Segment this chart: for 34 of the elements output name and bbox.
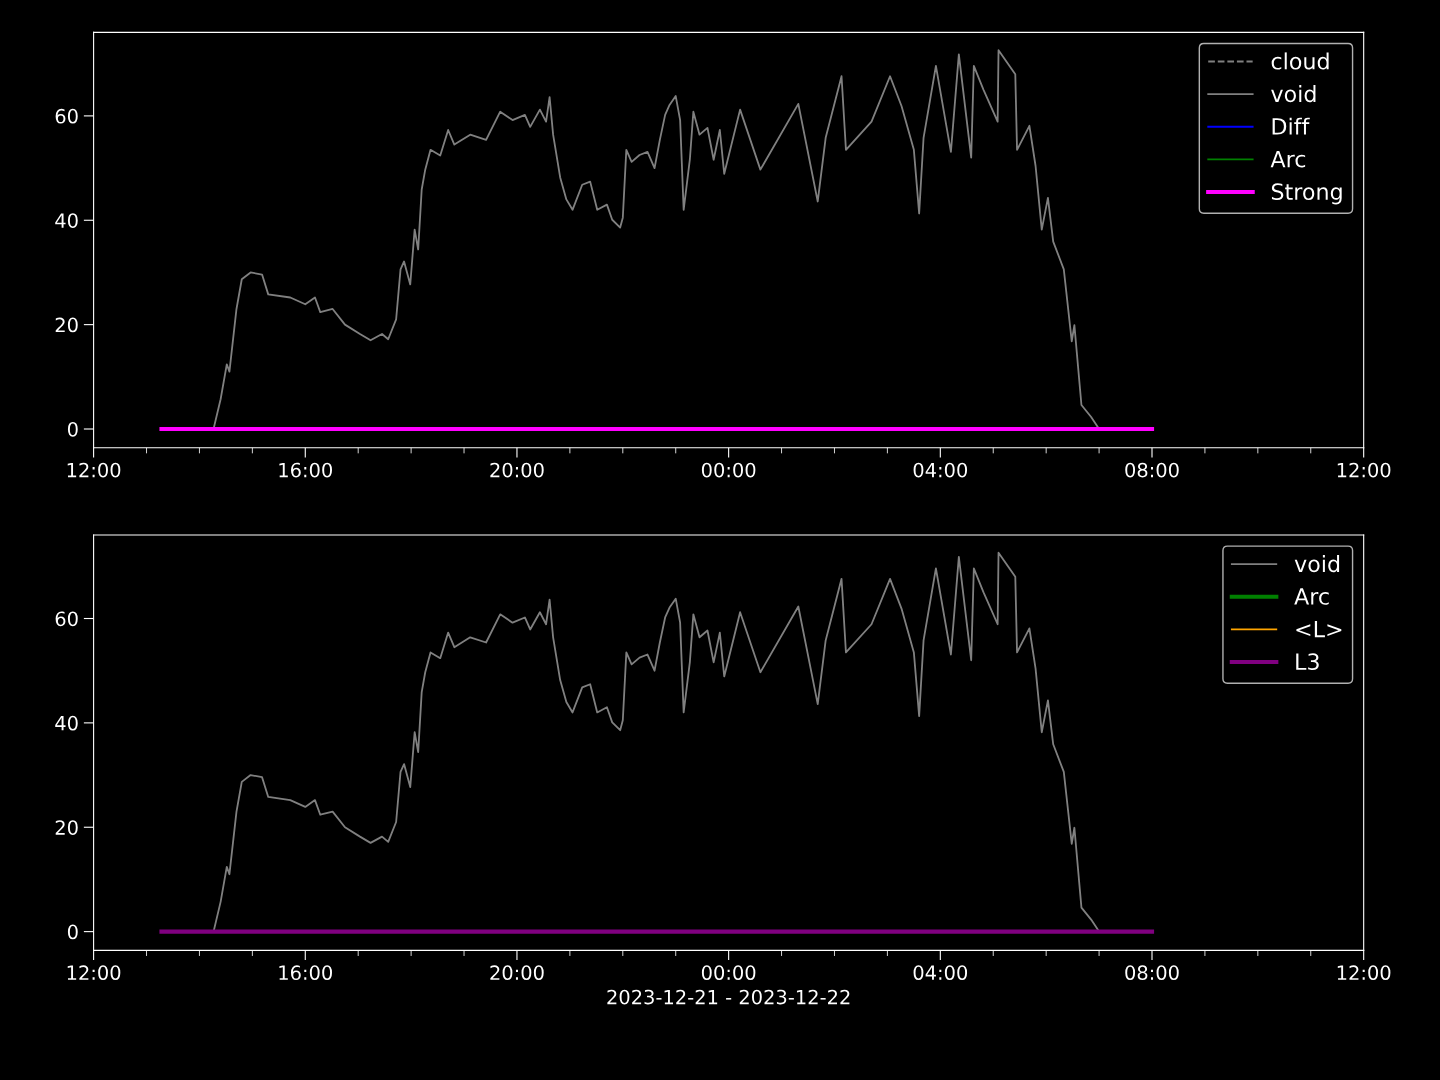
x-tick-label: 20:00 bbox=[490, 462, 544, 478]
x-tick-label: 12:00 bbox=[67, 462, 121, 478]
x-tick-label: 16:00 bbox=[279, 462, 333, 478]
y-tick-label: 60 bbox=[55, 611, 78, 627]
legend-label: Diff bbox=[1272, 117, 1310, 135]
x-tick-label: 20:00 bbox=[490, 965, 544, 981]
legend-label: cloud bbox=[1271, 52, 1329, 70]
x-tick-label: 08:00 bbox=[1125, 965, 1179, 981]
x-tick-label: 12:00 bbox=[1337, 462, 1391, 478]
legend-label: <L> bbox=[1296, 620, 1342, 638]
legend-label: Arc bbox=[1294, 588, 1329, 605]
legend-label: Arc bbox=[1270, 150, 1306, 168]
y-tick-label: 40 bbox=[55, 213, 78, 228]
y-tick-label: 20 bbox=[55, 317, 78, 333]
line-series bbox=[212, 551, 1100, 933]
x-tick-label: 08:00 bbox=[1125, 462, 1179, 478]
y-tick-label: 60 bbox=[55, 108, 78, 124]
x-tick-label: 04:00 bbox=[913, 462, 968, 478]
x-tick-label: 00:00 bbox=[701, 462, 756, 478]
legend-label: void bbox=[1271, 85, 1316, 103]
y-tick-label: 40 bbox=[55, 715, 78, 731]
x-tick-label: 00:00 bbox=[701, 965, 756, 981]
y-tick-label: 20 bbox=[55, 820, 78, 835]
x-tick-label: 16:00 bbox=[279, 965, 333, 981]
legend-label: void bbox=[1294, 555, 1340, 573]
legend-label: L3 bbox=[1296, 653, 1319, 671]
x-tick-label: 12:00 bbox=[67, 965, 121, 981]
y-tick-label: 0 bbox=[67, 924, 78, 940]
line-series bbox=[212, 49, 1100, 430]
x-tick-label: 04:00 bbox=[913, 965, 968, 981]
x-axis-title: 2023-12-21 - 2023-12-22 bbox=[607, 989, 850, 1005]
legend-label: Strong bbox=[1271, 183, 1342, 205]
x-tick-label: 12:00 bbox=[1337, 965, 1391, 981]
y-tick-label: 0 bbox=[67, 421, 78, 437]
